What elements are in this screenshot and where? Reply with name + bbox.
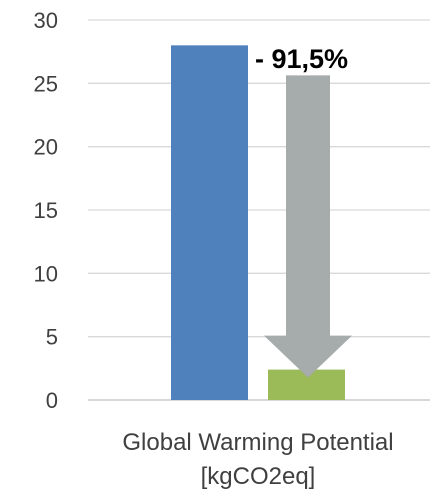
y-tick-label: 10 [34, 261, 58, 286]
bar-series-1 [171, 45, 248, 400]
y-tick-label: 15 [34, 198, 58, 223]
y-tick-label: 0 [46, 388, 58, 413]
reduction-arrow [264, 75, 352, 378]
y-tick-label: 25 [34, 71, 58, 96]
category-label-line-2: [kgCO2eq] [201, 463, 316, 490]
y-axis-tick-labels: 0 5 10 15 20 25 30 [34, 8, 58, 413]
down-arrow [264, 75, 352, 378]
y-tick-label: 30 [34, 8, 58, 33]
gridlines [88, 19, 430, 401]
y-tick-label: 5 [46, 325, 58, 350]
reduction-annotation: - 91,5% [255, 44, 348, 74]
category-label-line-1: Global Warming Potential [122, 429, 393, 456]
y-tick-label: 20 [34, 135, 58, 160]
